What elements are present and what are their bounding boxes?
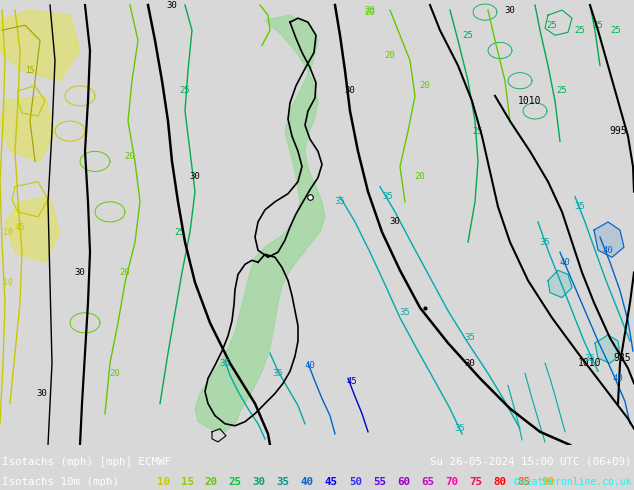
Text: 35: 35 — [465, 334, 476, 343]
Text: ©weatheronline.co.uk: ©weatheronline.co.uk — [515, 477, 632, 487]
Text: 80: 80 — [493, 477, 507, 487]
Polygon shape — [0, 10, 80, 81]
Text: 30: 30 — [253, 477, 266, 487]
Text: 40: 40 — [612, 374, 623, 383]
Text: Isotachs (mph) [mph] ECMWF: Isotachs (mph) [mph] ECMWF — [2, 457, 171, 467]
Text: 30: 30 — [167, 0, 178, 9]
Text: 35: 35 — [277, 477, 290, 487]
Text: 70: 70 — [445, 477, 458, 487]
Text: 40: 40 — [603, 245, 613, 255]
Text: 30: 30 — [37, 389, 48, 398]
Text: 35: 35 — [219, 359, 230, 368]
Text: 20: 20 — [365, 8, 375, 17]
Text: 20: 20 — [415, 172, 425, 181]
Text: 25: 25 — [229, 477, 242, 487]
Text: Su 26-05-2024 15:00 UTC (06+09): Su 26-05-2024 15:00 UTC (06+09) — [430, 457, 632, 467]
Polygon shape — [548, 270, 572, 297]
Text: 25: 25 — [547, 21, 557, 30]
Text: 25: 25 — [557, 86, 567, 95]
Text: 10: 10 — [3, 278, 13, 287]
Text: 30: 30 — [505, 5, 515, 15]
Polygon shape — [5, 196, 60, 262]
Text: 40: 40 — [304, 361, 315, 370]
Text: 25: 25 — [179, 86, 190, 95]
Text: 25: 25 — [611, 26, 621, 35]
Text: 1010: 1010 — [518, 96, 541, 106]
Text: 50: 50 — [349, 477, 362, 487]
Text: 20: 20 — [125, 152, 136, 161]
Text: 60: 60 — [397, 477, 410, 487]
Text: 30: 30 — [75, 268, 86, 277]
Text: 20: 20 — [110, 369, 120, 378]
Text: 25: 25 — [593, 21, 604, 30]
Text: 25: 25 — [574, 26, 585, 35]
Polygon shape — [0, 96, 55, 161]
Text: 15: 15 — [181, 477, 193, 487]
Text: 90: 90 — [541, 477, 555, 487]
Text: 25: 25 — [463, 31, 474, 40]
Text: 40: 40 — [301, 477, 314, 487]
Text: 20: 20 — [385, 51, 396, 60]
Text: 20: 20 — [420, 81, 430, 90]
Text: 35: 35 — [455, 424, 465, 433]
Text: 35: 35 — [585, 354, 595, 363]
Text: 45: 45 — [347, 377, 358, 386]
Text: 10: 10 — [3, 227, 13, 237]
Text: 45: 45 — [325, 477, 338, 487]
Text: 40: 40 — [560, 258, 571, 267]
Text: 985: 985 — [613, 353, 631, 363]
Text: 25: 25 — [174, 227, 185, 237]
Text: 45: 45 — [15, 222, 25, 231]
Text: Isotachs 10m (mph): Isotachs 10m (mph) — [2, 477, 119, 487]
Text: 25: 25 — [472, 126, 483, 136]
Text: 55: 55 — [373, 477, 386, 487]
Polygon shape — [195, 15, 325, 432]
Polygon shape — [594, 222, 624, 257]
Text: 35: 35 — [540, 238, 550, 246]
Text: 30: 30 — [390, 218, 401, 226]
Text: 15: 15 — [25, 66, 35, 75]
Text: 35: 35 — [273, 369, 283, 378]
Text: 85: 85 — [517, 477, 531, 487]
Text: 20: 20 — [120, 268, 131, 277]
Polygon shape — [595, 335, 620, 363]
Text: 35: 35 — [574, 202, 585, 211]
Text: 10: 10 — [157, 477, 169, 487]
Text: 995: 995 — [609, 126, 627, 136]
Text: 35: 35 — [335, 197, 346, 206]
Text: 1010: 1010 — [578, 358, 602, 368]
Text: 65: 65 — [421, 477, 434, 487]
Text: 35: 35 — [399, 308, 410, 317]
Text: 20: 20 — [205, 477, 217, 487]
Text: 30: 30 — [465, 359, 476, 368]
Text: 30: 30 — [345, 86, 356, 95]
Text: 30: 30 — [190, 172, 200, 181]
Text: 75: 75 — [469, 477, 482, 487]
Text: 20: 20 — [365, 5, 375, 15]
Text: 35: 35 — [383, 192, 393, 201]
